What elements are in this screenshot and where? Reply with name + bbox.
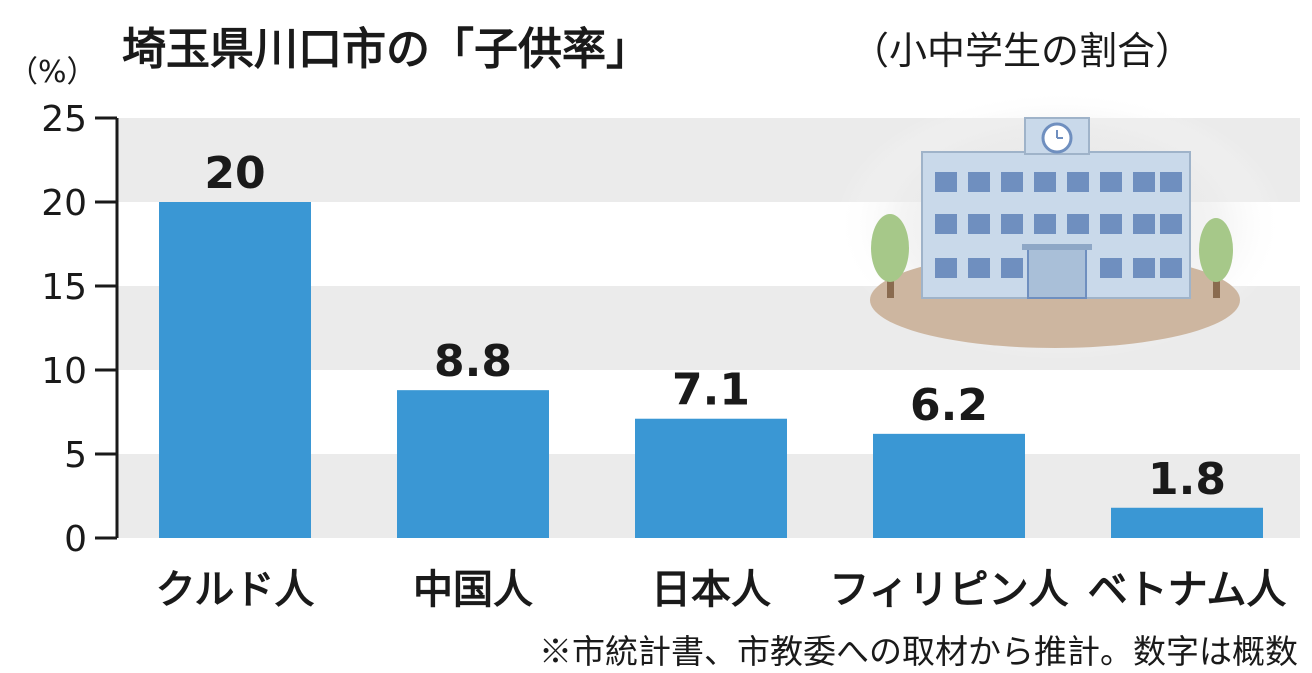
- x-tick-label: ベトナム人: [1088, 567, 1287, 613]
- y-tick-label: 5: [64, 435, 87, 476]
- x-axis: クルド人 中国人 日本人 フィリピン人 ベトナム人: [156, 567, 1287, 613]
- y-tick-label: 25: [41, 99, 87, 140]
- data-label: 6.2: [910, 380, 988, 431]
- data-label: 1.8: [1148, 454, 1226, 505]
- x-tick-label: クルド人: [156, 567, 315, 613]
- y-tick-label: 20: [41, 183, 87, 224]
- chart-subtitle: （小中学生の割合）: [851, 29, 1193, 73]
- x-tick-label: 中国人: [413, 567, 533, 613]
- bars: [159, 202, 1263, 538]
- y-tick-label: 0: [64, 519, 87, 560]
- x-tick-label: フィリピン人: [829, 567, 1068, 613]
- bar: [1111, 507, 1263, 538]
- school-building-icon: [835, 90, 1285, 360]
- bar: [635, 418, 787, 538]
- x-tick-label: 日本人: [651, 567, 771, 613]
- data-label: 20: [204, 148, 265, 199]
- source-note: ※市統計書、市教委への取材から推計。数字は概数: [539, 632, 1298, 671]
- data-label: 7.1: [672, 365, 750, 416]
- y-axis: 0 5 10 15 20 25: [41, 99, 117, 560]
- bar: [873, 433, 1025, 538]
- chart-title: 埼玉県川口市の「子供率」: [122, 24, 650, 75]
- data-label: 8.8: [434, 336, 512, 387]
- data-labels: 20 8.8 7.1 6.2 1.8: [204, 148, 1226, 505]
- y-unit-label: （%）: [8, 55, 97, 90]
- bar: [159, 202, 311, 538]
- y-tick-label: 10: [41, 351, 87, 392]
- y-tick-label: 15: [41, 267, 87, 308]
- bar: [397, 390, 549, 538]
